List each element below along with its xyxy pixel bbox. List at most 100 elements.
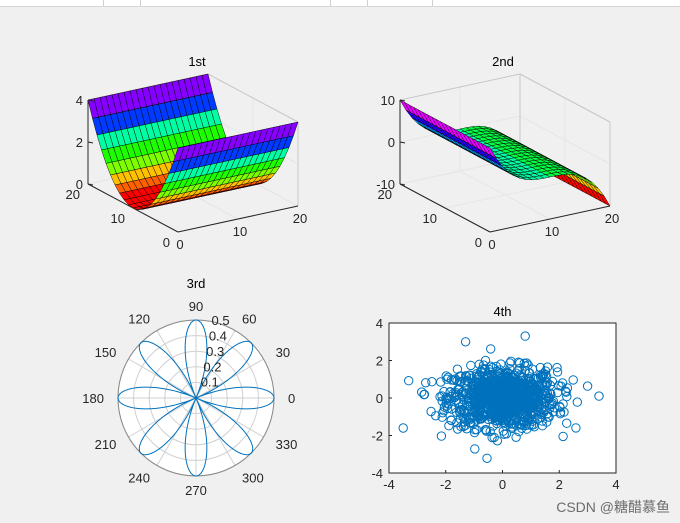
scatter-point [486,405,497,415]
y-tick-label: 2 [376,354,383,369]
scatter-point [445,387,455,397]
y-tick-label: 20 [66,187,80,202]
scatter-point [571,423,581,433]
x-tick-label: 2 [556,477,563,492]
toolbar-strip [0,0,680,7]
scatter-point [544,394,554,404]
scatter-point [461,415,471,425]
scatter-point [561,387,571,397]
theta-label: 240 [128,471,150,486]
surface-patch [173,146,185,162]
scatter-point [532,373,542,383]
z-tick-mark [399,183,406,186]
scatter-point [458,387,469,397]
box-edge [207,73,299,123]
z-tick-mark [399,141,406,144]
r-tick-label: 0.2 [203,359,221,374]
scatter-point [439,402,450,412]
scatter-point [492,416,502,426]
scatter-point [470,406,480,417]
theta-label: 120 [128,311,150,326]
scatter-point [437,391,447,401]
scatter-point [535,383,545,393]
toolbar-separator [330,0,331,6]
scatter-point [539,368,549,379]
y-tick-label: -2 [371,429,383,444]
subplot-2nd: -10 0 10 0 10 20 0 10 20 2nd [376,54,619,252]
scatter-point [504,388,514,398]
scatter-point [522,406,533,416]
scatter-point [474,406,485,416]
grid-line [444,181,566,209]
scatter-point [480,424,491,435]
scatter-point [522,389,532,399]
scatter-point [443,372,453,382]
scatter-point [474,359,484,369]
scatter-point [572,397,582,407]
scatter-point [543,412,553,422]
scatter-point [534,406,544,417]
x-tick-label: 0 [499,477,506,492]
scatter-point [444,421,454,431]
scatter-point [494,378,505,388]
z-tick-mark [87,183,94,186]
scatter-point [522,380,533,390]
scatter-point [453,424,463,434]
scatter-point [568,375,578,385]
y-tick-label: 4 [376,316,383,331]
scatter-point [562,391,572,402]
scatter-point [431,411,441,421]
box-edge [399,73,521,101]
scatter-point [481,386,491,396]
scatter-point [558,431,568,442]
scatter-point [552,367,563,377]
scatter-point [547,376,558,387]
scatter-point [500,378,511,388]
polar-rose-curve [117,319,275,477]
x-tick-label: 20 [605,211,619,226]
scatter-point [446,375,457,385]
scatter-point [436,431,447,441]
scatter-point [485,361,496,371]
y-tick-label: 10 [423,211,437,226]
theta-label: 0 [288,391,295,406]
scatter-point [398,423,408,433]
scatter-point [582,381,593,391]
scatter-point [518,417,528,427]
x-tick-label: 10 [545,224,559,239]
theta-label: 60 [242,311,256,326]
scatter-point [456,421,466,432]
x-tick-label: 4 [612,477,619,492]
theta-label: 270 [185,483,207,498]
scatter-point [478,360,489,370]
z-tick-mark [87,99,94,102]
scatter-point [474,370,485,380]
scatter-point [535,362,546,373]
scatter-point [501,421,511,431]
scatter-point [446,415,456,425]
x-tick-label: 20 [293,211,307,226]
scatter-point [514,385,524,395]
toolbar-separator [367,0,368,6]
scatter-point [492,436,503,446]
scatter-point [485,426,495,437]
scatter-point [404,376,414,386]
scatter-point [538,394,548,405]
scatter-point [455,377,465,387]
scatter-point [482,453,492,463]
z-tick-label: 4 [76,93,83,108]
scatter-point [536,403,547,413]
scatter-point [460,337,471,347]
x-tick-label: 0 [176,237,183,252]
scatter-point [481,381,492,391]
chart-title: 1st [188,54,206,69]
scatter-point [439,386,449,397]
y-tick-label: -4 [371,466,383,481]
scatter-point [511,432,521,442]
scatter-point [445,394,455,404]
surface-patch [484,145,497,159]
x-tick-label: -4 [383,477,395,492]
theta-label: 210 [95,437,117,452]
scatter-point [468,387,478,397]
